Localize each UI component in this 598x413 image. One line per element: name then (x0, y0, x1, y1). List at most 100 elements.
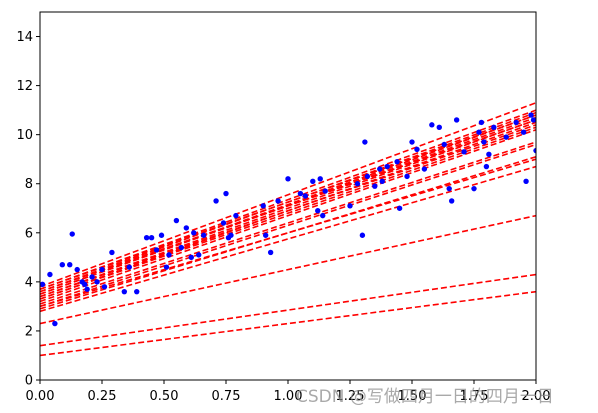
data-point-74 (478, 119, 485, 126)
regression-line-10 (40, 126, 536, 300)
data-point-52 (359, 232, 366, 238)
data-point-79 (503, 134, 509, 140)
data-point-11 (89, 274, 95, 280)
data-point-28 (188, 254, 194, 261)
data-point-58 (384, 163, 390, 170)
data-point-57 (379, 178, 385, 184)
regression-line-18 (40, 114, 536, 290)
y-tick-label: 6 (25, 226, 33, 241)
data-point-7 (74, 266, 80, 273)
data-point-61 (404, 173, 410, 180)
data-point-63 (414, 146, 420, 153)
regression-line-5 (40, 155, 536, 310)
y-tick-label: 4 (25, 275, 33, 290)
data-point-44 (302, 193, 309, 199)
data-point-22 (158, 232, 165, 238)
watermark: CSDN @写做四月一日的四月一日 (296, 387, 554, 407)
data-point-12 (94, 279, 100, 285)
data-points (40, 112, 536, 327)
y-tick-label: 0 (25, 374, 33, 389)
y-tick-label: 14 (16, 30, 33, 45)
data-point-34 (223, 190, 229, 197)
data-point-75 (481, 139, 487, 145)
data-point-26 (178, 244, 185, 251)
x-tick-label: 0.75 (212, 389, 241, 404)
data-point-24 (166, 252, 172, 258)
data-point-18 (134, 288, 140, 295)
regression-line-1 (40, 290, 536, 357)
data-point-66 (436, 124, 442, 131)
data-point-40 (267, 249, 274, 256)
data-point-23 (163, 264, 170, 270)
data-point-32 (213, 198, 219, 204)
data-point-84 (530, 117, 536, 123)
data-point-45 (310, 178, 316, 184)
data-point-1 (40, 281, 46, 288)
regression-line-8 (40, 141, 536, 305)
data-point-14 (101, 284, 108, 290)
data-point-50 (347, 203, 353, 209)
regression-line-15 (40, 114, 536, 295)
data-point-67 (441, 141, 447, 148)
data-point-16 (121, 288, 128, 295)
regression-line-6 (40, 158, 536, 308)
data-point-48 (320, 212, 326, 219)
data-point-85 (533, 147, 536, 154)
data-point-19 (143, 235, 150, 241)
x-tick-label: 2.00 (522, 389, 551, 404)
data-point-46 (315, 208, 321, 214)
data-point-38 (260, 203, 266, 209)
data-point-21 (153, 247, 160, 253)
data-point-47 (317, 176, 323, 182)
data-point-81 (520, 129, 527, 135)
data-point-83 (528, 112, 534, 118)
data-point-6 (69, 231, 75, 237)
data-point-43 (297, 190, 304, 197)
data-point-71 (461, 149, 467, 155)
regression-lines (40, 102, 536, 357)
data-point-69 (448, 198, 455, 204)
data-point-65 (429, 122, 435, 128)
regression-line-19 (40, 109, 536, 290)
data-point-25 (173, 217, 180, 224)
data-point-78 (491, 124, 497, 131)
data-point-13 (99, 266, 105, 273)
regression-line-4 (40, 165, 536, 313)
y-tick-label: 2 (25, 324, 33, 339)
x-axis: 0.00 0.25 0.50 0.75 1.00 1.25 1.50 1.75 2.00 (26, 380, 551, 404)
regression-line-12 (40, 124, 536, 298)
data-point-54 (364, 173, 371, 180)
regression-line-17 (40, 119, 536, 293)
data-point-68 (446, 185, 452, 192)
data-point-10 (84, 286, 90, 292)
data-point-60 (396, 205, 403, 211)
x-tick-label: 1.00 (274, 389, 303, 404)
data-point-2 (47, 271, 53, 278)
y-tick-label: 12 (16, 79, 33, 94)
data-point-9 (81, 281, 88, 288)
data-point-82 (523, 178, 529, 184)
data-point-56 (377, 166, 383, 172)
data-point-64 (421, 166, 428, 172)
data-point-4 (59, 261, 66, 268)
data-point-39 (262, 232, 269, 238)
data-point-20 (148, 235, 155, 241)
regression-line-7 (40, 143, 536, 308)
y-axis: 0 2 4 6 8 10 12 14 (16, 30, 40, 389)
x-tick-label: 1.25 (336, 389, 365, 404)
data-point-36 (228, 232, 234, 238)
data-point-17 (126, 264, 132, 270)
data-point-42 (285, 176, 291, 182)
y-tick-label: 8 (25, 177, 33, 192)
data-point-62 (409, 139, 415, 145)
data-point-29 (191, 230, 197, 236)
data-point-76 (483, 163, 490, 170)
regression-line-13 (40, 119, 536, 298)
data-point-3 (52, 320, 58, 327)
data-point-53 (362, 139, 368, 145)
data-point-33 (220, 220, 227, 226)
data-point-51 (354, 181, 361, 187)
x-tick-label: 0.50 (150, 389, 179, 404)
data-point-31 (200, 232, 207, 238)
